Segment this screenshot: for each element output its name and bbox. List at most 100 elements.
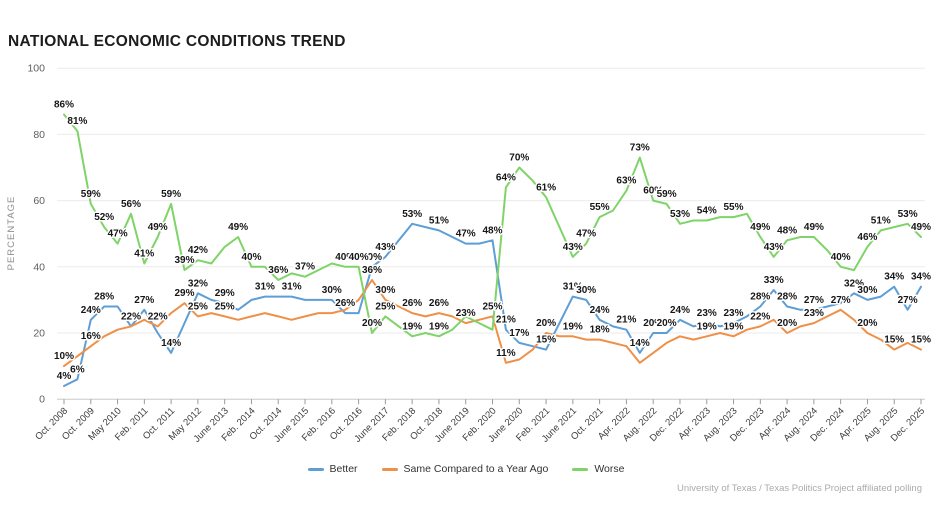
same-line[interactable]: [63, 279, 922, 368]
data-point-label: 51%: [429, 215, 449, 226]
data-point-label: 40%: [831, 252, 851, 263]
data-point-label: 41%: [134, 249, 154, 260]
data-point-label: 43%: [563, 242, 583, 253]
data-point-label: 48%: [482, 225, 502, 236]
data-point-label: 55%: [590, 202, 610, 213]
source-credit: University of Texas / Texas Politics Pro…: [676, 483, 922, 494]
legend-label: Worse: [594, 463, 625, 475]
data-point-label: 46%: [857, 232, 877, 243]
data-point-label: 14%: [630, 338, 650, 349]
legend-item-worse[interactable]: Worse: [572, 463, 624, 475]
data-point-label: 25%: [188, 301, 208, 312]
data-point-label: 70%: [509, 153, 529, 164]
legend-swatch-same: [381, 467, 398, 471]
data-point-label: 40%: [362, 252, 382, 263]
data-point-label: 52%: [94, 212, 114, 223]
y-tick-label: 20: [33, 328, 45, 340]
data-point-label: 20%: [657, 318, 677, 329]
legend-swatch-better: [307, 467, 324, 471]
data-point-label: 23%: [804, 308, 824, 319]
data-point-label: 53%: [670, 209, 690, 220]
data-point-label: 23%: [723, 308, 743, 319]
data-point-label: 22%: [121, 311, 141, 322]
legend-label: Better: [329, 463, 358, 475]
data-point-label: 49%: [804, 222, 824, 233]
data-point-label: 43%: [375, 242, 395, 253]
data-point-label: 20%: [777, 318, 797, 329]
legend-swatch-worse: [572, 467, 589, 471]
data-point-label: 10%: [54, 351, 74, 362]
data-point-label: 14%: [161, 338, 181, 349]
data-point-label: 60%: [643, 186, 663, 197]
data-point-label: 47%: [108, 229, 128, 240]
data-point-label: 23%: [697, 308, 717, 319]
worse-labels: 86% 81% 59% 52% 47% 56% 41% 49% 59% 39%42% 49% 40% 3…: [52, 98, 932, 334]
data-point-label: 26%: [335, 298, 355, 309]
data-point-label: 47%: [456, 229, 476, 240]
y-axis-title: PERCENTAGE: [6, 196, 17, 271]
data-point-label: 39%: [174, 255, 194, 266]
data-point-label: 59%: [657, 189, 677, 200]
data-point-label: 30%: [322, 285, 342, 296]
data-point-label: 36%: [268, 265, 288, 276]
data-point-label: 36%: [362, 265, 382, 276]
data-point-label: 64%: [496, 172, 516, 183]
data-point-label: 20%: [857, 318, 877, 329]
data-point-label: 15%: [884, 335, 904, 346]
data-point-label: 47%: [576, 229, 596, 240]
data-point-label: 73%: [630, 143, 650, 154]
data-point-label: 49%: [148, 222, 168, 233]
data-point-label: 30%: [857, 285, 877, 296]
data-point-label: 15%: [911, 335, 931, 346]
data-point-label: 26%: [429, 298, 449, 309]
data-point-label: 40%: [241, 252, 261, 263]
data-point-label: 19%: [723, 321, 743, 332]
data-point-label: 20%: [536, 318, 556, 329]
data-point-label: 28%: [750, 292, 770, 303]
data-point-label: 19%: [429, 321, 449, 332]
data-point-label: 27%: [804, 295, 824, 306]
data-point-label: 19%: [563, 321, 583, 332]
data-point-label: 19%: [402, 321, 422, 332]
data-point-label: 22%: [148, 311, 168, 322]
data-point-label: 26%: [402, 298, 422, 309]
worse-line[interactable]: [63, 113, 922, 338]
data-point-label: 54%: [697, 206, 717, 217]
data-point-label: 30%: [375, 285, 395, 296]
data-point-label: 20%: [643, 318, 663, 329]
data-point-label: 49%: [911, 222, 931, 233]
data-point-label: 31%: [282, 282, 302, 293]
data-point-label: 59%: [81, 189, 101, 200]
data-point-label: 28%: [777, 292, 797, 303]
legend-label: Same Compared to a Year Ago: [403, 463, 549, 475]
data-point-label: 43%: [764, 242, 784, 253]
better-line[interactable]: [63, 222, 922, 387]
data-point-label: 18%: [590, 325, 610, 336]
data-point-label: 20%: [362, 318, 382, 329]
data-point-label: 59%: [161, 189, 181, 200]
legend: Better Same Compared to a Year Ago Worse: [0, 463, 932, 475]
data-point-label: 63%: [616, 176, 636, 187]
data-point-label: 53%: [402, 209, 422, 220]
data-point-label: 49%: [750, 222, 770, 233]
data-point-label: 53%: [898, 209, 918, 220]
better-labels: 4%6%24%28% 27%14%32%29%31% 31% 30%26%40%43%…: [55, 207, 932, 383]
data-point-label: 22%: [750, 311, 770, 322]
data-point-label: 29%: [215, 288, 235, 299]
legend-item-better[interactable]: Better: [307, 463, 358, 475]
data-point-label: 29%: [174, 288, 194, 299]
data-point-label: 23%: [456, 308, 476, 319]
data-point-label: 17%: [509, 328, 529, 339]
data-point-label: 30%: [576, 285, 596, 296]
data-point-label: 11%: [496, 348, 516, 359]
data-point-label: 32%: [188, 278, 208, 289]
data-point-label: 81%: [67, 116, 87, 127]
data-point-label: 25%: [375, 301, 395, 312]
data-point-label: 61%: [536, 182, 556, 193]
data-point-label: 4%: [57, 371, 72, 382]
data-point-label: 25%: [482, 301, 502, 312]
legend-item-same[interactable]: Same Compared to a Year Ago: [381, 463, 549, 475]
